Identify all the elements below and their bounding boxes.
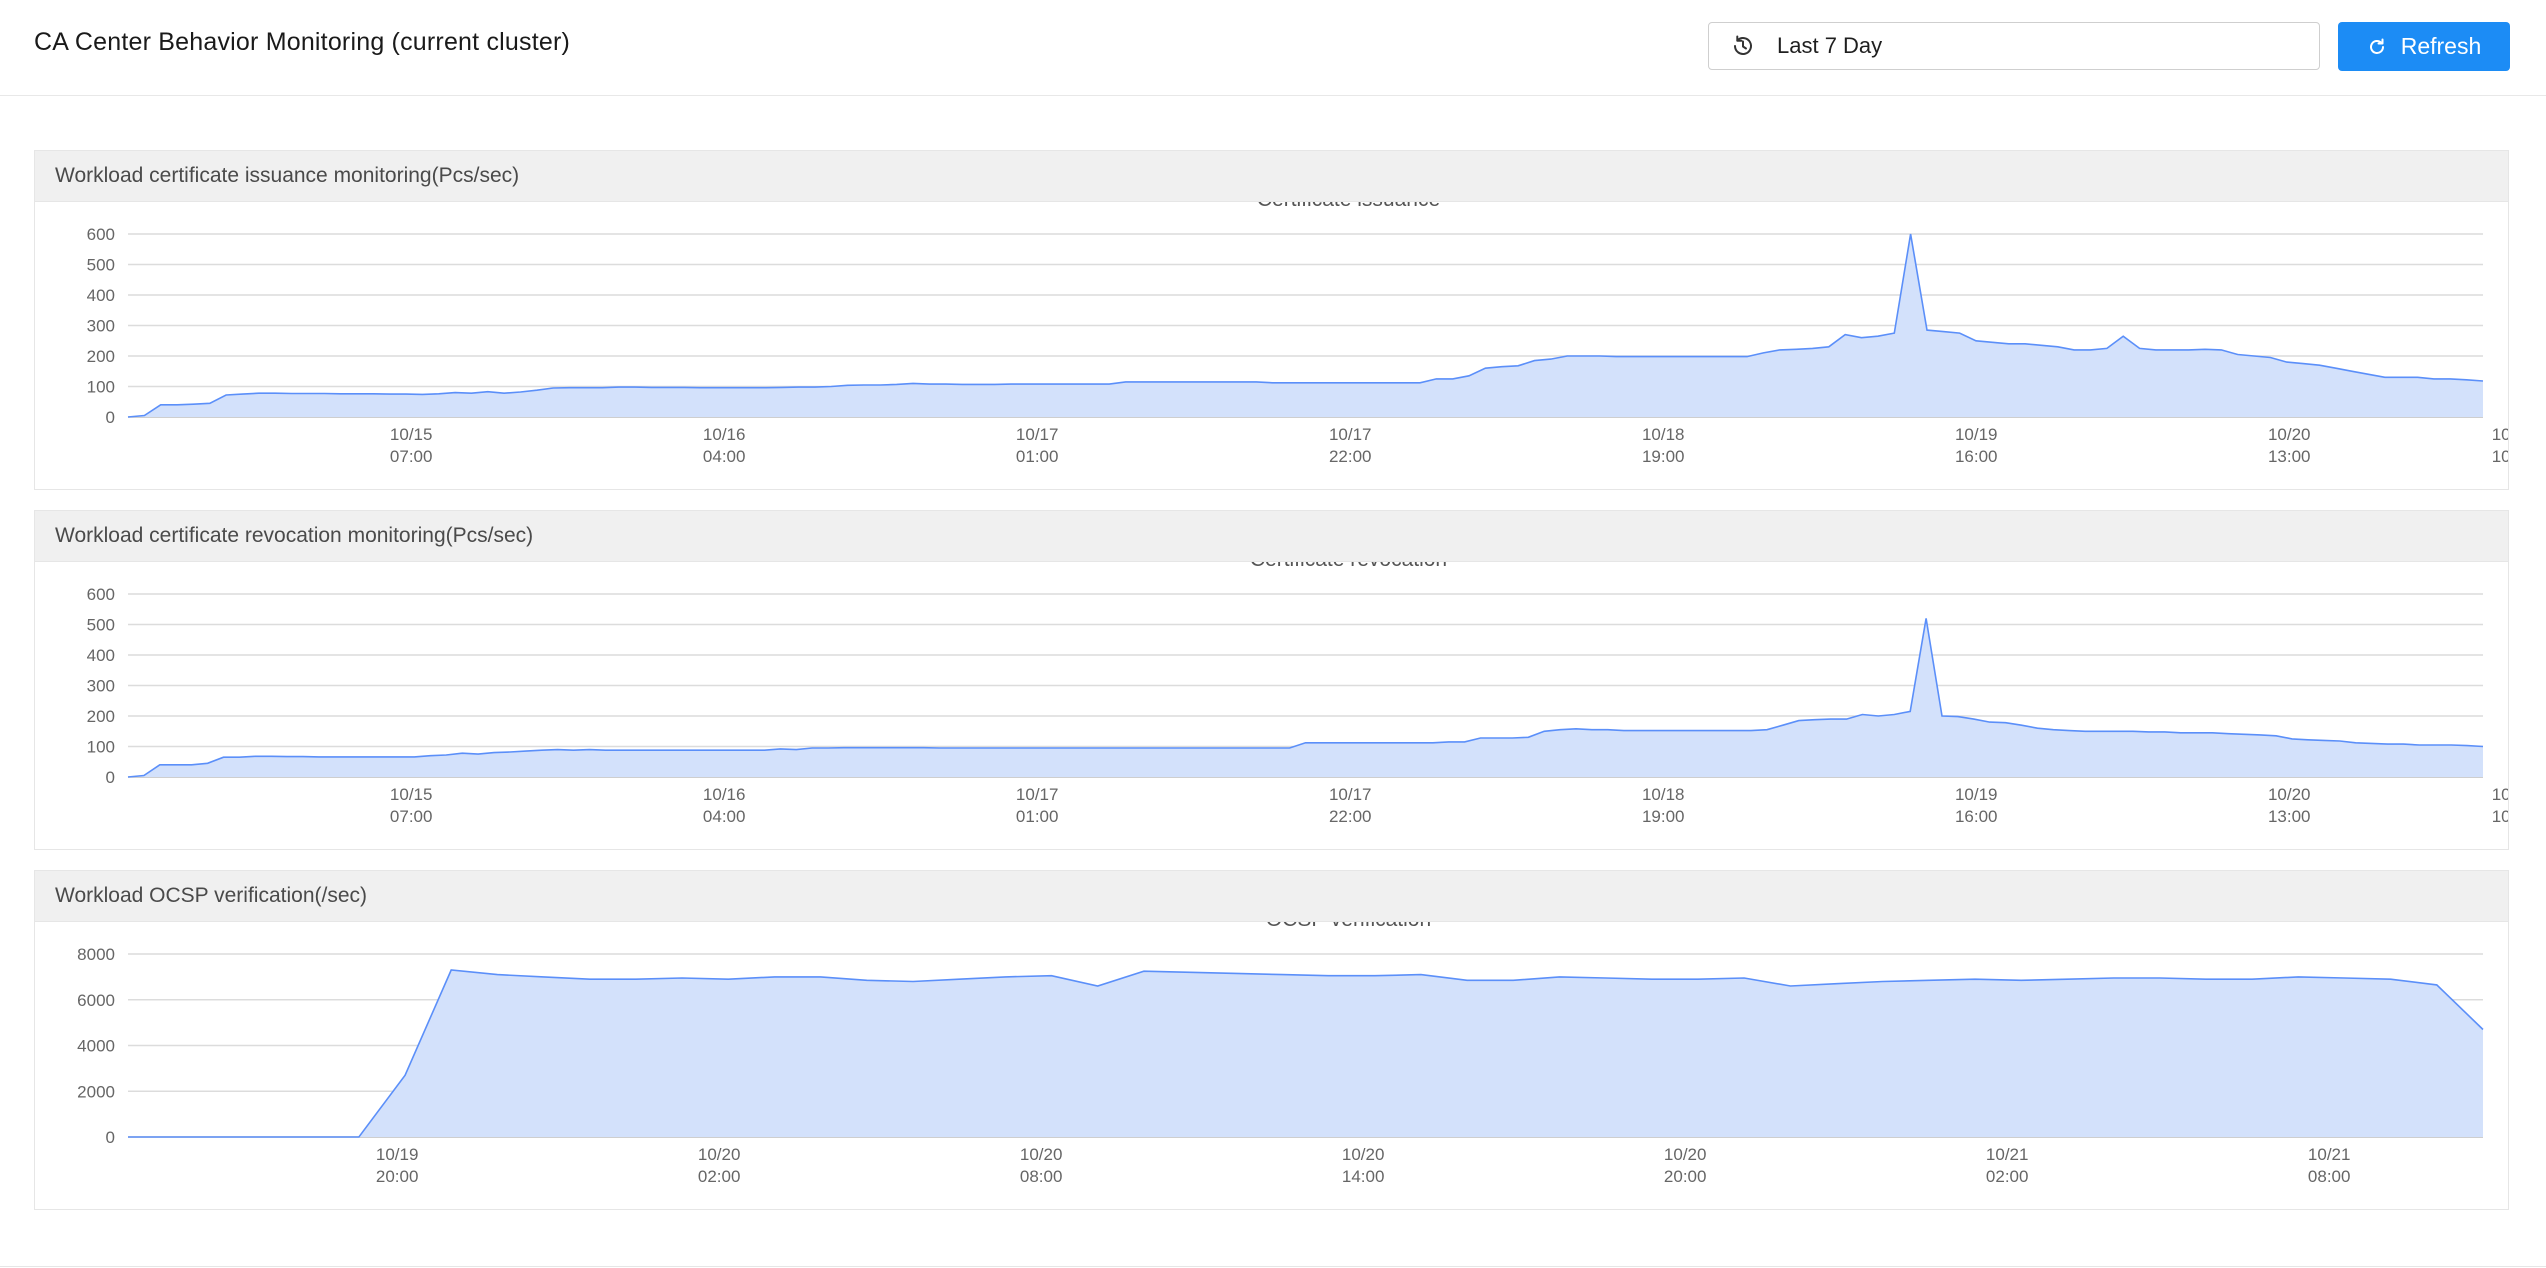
panel-title: Workload certificate revocation monitori…	[35, 511, 2508, 562]
x-tick-label: 10/20	[698, 1145, 741, 1164]
x-tick-label: 10/17	[1016, 785, 1059, 804]
y-tick-label: 4000	[77, 1037, 115, 1056]
x-tick-label: 07:00	[390, 807, 433, 826]
chart-legend[interactable]: Certificate revocation	[1212, 562, 1447, 571]
x-tick-label: 10/18	[1642, 425, 1685, 444]
x-tick-label: 10/15	[390, 785, 433, 804]
series-line	[127, 618, 2484, 778]
panel-title: Workload certificate issuance monitoring…	[35, 151, 2508, 202]
series-line	[128, 969, 2484, 1138]
x-tick-label: 01:00	[1016, 447, 1059, 466]
x-tick-label: 19:00	[1642, 807, 1685, 826]
x-tick-label: 10/21	[2308, 1145, 2351, 1164]
x-tick-label: 10/20	[1020, 1145, 1063, 1164]
x-tick-label: 22:00	[1329, 807, 1372, 826]
y-tick-label: 500	[87, 256, 115, 275]
x-tick-label: 10:00	[2492, 447, 2508, 466]
y-tick-label: 2000	[77, 1082, 115, 1101]
x-tick-label: 10/17	[1329, 785, 1372, 804]
x-tick-label: 10/20	[2268, 425, 2311, 444]
chart-legend[interactable]: Certificate issuance	[1219, 202, 1440, 211]
y-tick-label: 400	[87, 646, 115, 665]
y-tick-label: 300	[87, 677, 115, 696]
ocsp-panel: Workload OCSP verification(/sec) 0 2000 40…	[34, 870, 2509, 1210]
x-tick-label: 10/20	[1664, 1145, 1707, 1164]
y-tick-label: 400	[87, 286, 115, 305]
y-tick-label: 0	[106, 1128, 115, 1147]
x-tick-label: 13:00	[2268, 447, 2311, 466]
y-tick-label: 200	[87, 347, 115, 366]
x-tick-label: 10/16	[703, 785, 746, 804]
x-tick-label: 08:00	[2308, 1167, 2351, 1186]
revocation-chart: 0 100 200 300 400 500 600 10/15 07:00 10/16 04:00 1…	[87, 562, 2508, 826]
y-tick-label: 0	[106, 408, 115, 427]
x-tick-label: 10/21	[2492, 785, 2508, 804]
y-tick-label: 8000	[77, 945, 115, 964]
x-tick-label: 13:00	[2268, 807, 2311, 826]
issuance-panel: Workload certificate issuance monitoring…	[34, 150, 2509, 490]
y-tick-label: 500	[87, 616, 115, 635]
x-tick-label: 10/21	[1986, 1145, 2029, 1164]
time-range-picker[interactable]: Last 7 Day	[1708, 22, 2320, 70]
x-tick-label: 10:00	[2492, 807, 2508, 826]
x-tick-label: 08:00	[1020, 1167, 1063, 1186]
x-tick-label: 20:00	[376, 1167, 419, 1186]
x-tick-label: 10/19	[1955, 425, 1998, 444]
x-tick-label: 10/17	[1329, 425, 1372, 444]
x-tick-label: 10/18	[1642, 785, 1685, 804]
y-tick-label: 600	[87, 585, 115, 604]
ocsp-chart: 0 2000 4000 6000 8000 10/19 20:00 10/20 02:00 10/…	[77, 922, 2484, 1186]
x-tick-label: 01:00	[1016, 807, 1059, 826]
x-tick-label: 20:00	[1664, 1167, 1707, 1186]
x-tick-label: 10/17	[1016, 425, 1059, 444]
legend-label: OCSP verification	[1266, 922, 1431, 931]
page-title: CA Center Behavior Monitoring (current c…	[34, 28, 570, 56]
chart-legend[interactable]: OCSP verification	[1228, 922, 1431, 931]
refresh-label: Refresh	[2400, 33, 2482, 59]
x-tick-label: 10/15	[390, 425, 433, 444]
x-tick-label: 10/19	[1955, 785, 1998, 804]
x-tick-label: 04:00	[703, 447, 746, 466]
reload-icon	[2369, 38, 2384, 54]
x-tick-label: 10/19	[376, 1145, 419, 1164]
x-tick-label: 14:00	[1342, 1167, 1385, 1186]
x-tick-label: 22:00	[1329, 447, 1372, 466]
y-tick-label: 0	[106, 768, 115, 787]
x-tick-label: 02:00	[698, 1167, 741, 1186]
x-tick-label: 10/16	[703, 425, 746, 444]
y-tick-label: 300	[87, 317, 115, 336]
issuance-chart: 0 100 200 300 400 500 600 10/15 07:00 10/16 04:00 1…	[87, 202, 2508, 466]
x-tick-label: 04:00	[703, 807, 746, 826]
page-header: CA Center Behavior Monitoring (current c…	[0, 0, 2546, 96]
time-range-value: Last 7 Day	[1777, 33, 1883, 58]
series-line	[127, 233, 2484, 418]
refresh-button[interactable]: Refresh	[2338, 22, 2510, 71]
x-tick-label: 10/21	[2492, 425, 2508, 444]
y-tick-label: 600	[87, 225, 115, 244]
x-tick-label: 16:00	[1955, 447, 1998, 466]
y-tick-label: 100	[87, 378, 115, 397]
panel-title: Workload OCSP verification(/sec)	[35, 871, 2508, 922]
x-tick-label: 10/20	[1342, 1145, 1385, 1164]
x-tick-label: 10/20	[2268, 785, 2311, 804]
x-tick-label: 07:00	[390, 447, 433, 466]
series-area	[128, 618, 2483, 777]
x-tick-label: 16:00	[1955, 807, 1998, 826]
y-tick-label: 6000	[77, 991, 115, 1010]
legend-label: Certificate revocation	[1250, 562, 1447, 571]
history-clock-icon	[1734, 35, 1752, 55]
series-area	[128, 234, 2483, 417]
x-tick-label: 02:00	[1986, 1167, 2029, 1186]
legend-label: Certificate issuance	[1257, 202, 1440, 211]
y-tick-label: 200	[87, 707, 115, 726]
page-divider	[0, 1266, 2546, 1267]
y-tick-label: 100	[87, 738, 115, 757]
revocation-panel: Workload certificate revocation monitori…	[34, 510, 2509, 850]
x-tick-label: 19:00	[1642, 447, 1685, 466]
series-area	[128, 970, 2483, 1137]
